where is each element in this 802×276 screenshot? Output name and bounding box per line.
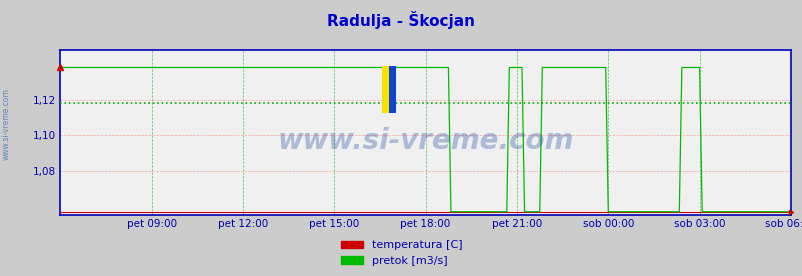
Text: Radulja - Škocjan: Radulja - Škocjan	[327, 11, 475, 29]
Bar	[388, 66, 395, 113]
Text: www.si-vreme.com: www.si-vreme.com	[277, 127, 573, 155]
Bar	[381, 66, 395, 113]
Text: www.si-vreme.com: www.si-vreme.com	[2, 88, 11, 160]
Legend: temperatura [C], pretok [m3/s]: temperatura [C], pretok [m3/s]	[336, 236, 466, 270]
